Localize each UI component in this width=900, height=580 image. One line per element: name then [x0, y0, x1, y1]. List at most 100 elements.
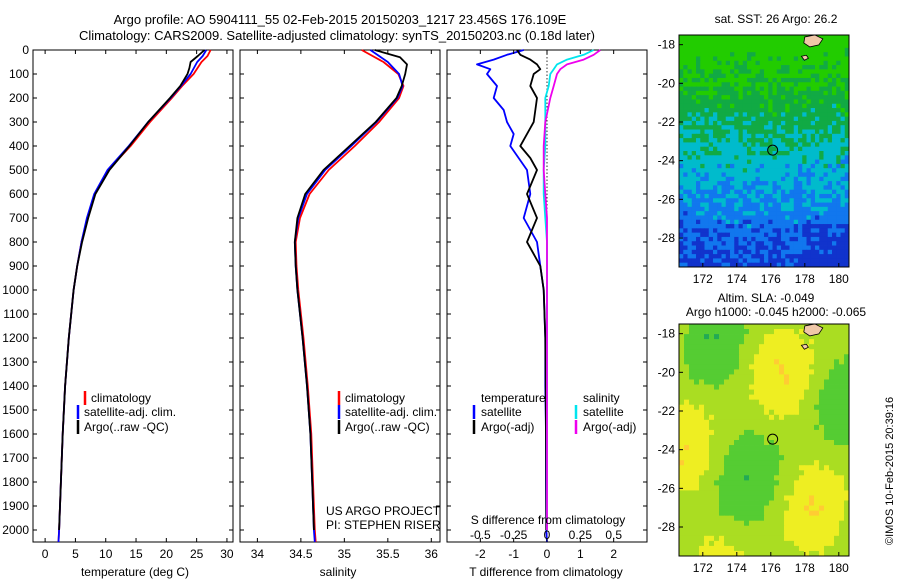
map-cell	[747, 47, 752, 53]
map-cell	[708, 90, 714, 96]
map-cell	[840, 206, 846, 212]
map-cell	[725, 103, 731, 109]
map-cell	[747, 163, 752, 169]
map-cell	[794, 414, 800, 421]
map-cell	[823, 35, 829, 40]
map-cell	[798, 47, 803, 53]
map-cell	[789, 120, 795, 126]
map-cell	[742, 249, 748, 255]
sst-map-cells	[679, 35, 850, 268]
map-cell	[759, 172, 765, 178]
map-cell	[683, 56, 688, 62]
map-cell	[789, 540, 795, 547]
map-cell	[704, 394, 710, 401]
map-cell	[694, 465, 700, 471]
map-cell	[739, 339, 745, 345]
map-cell	[784, 510, 790, 517]
map-cell	[691, 60, 697, 66]
map-cell	[824, 374, 830, 380]
map-cell	[708, 103, 714, 109]
map-cell	[684, 490, 690, 496]
map-cell	[696, 142, 701, 148]
map-cell	[804, 364, 810, 370]
map-cell	[744, 525, 750, 532]
map-cell	[784, 429, 790, 436]
map-cell	[717, 245, 722, 251]
map-cell	[806, 262, 812, 268]
temperature-plot	[57, 49, 212, 543]
map-cell	[694, 525, 700, 532]
map-cell	[738, 262, 744, 268]
map-cell	[734, 485, 740, 491]
map-cell	[785, 39, 790, 44]
map-cell	[691, 245, 697, 251]
map-cell	[779, 540, 785, 547]
map-cell	[798, 172, 803, 178]
map-cell	[785, 95, 790, 100]
sst-map-xtick-label: 178	[795, 272, 815, 286]
map-cell	[725, 95, 731, 100]
map-cell	[824, 329, 830, 335]
map-cell	[709, 419, 715, 426]
map-cell	[844, 90, 850, 96]
map-cell	[704, 142, 710, 148]
map-cell	[768, 90, 773, 96]
map-cell	[819, 505, 825, 512]
map-cell	[738, 129, 744, 135]
map-cell	[772, 181, 778, 186]
map-cell	[717, 206, 722, 212]
map-cell	[704, 129, 710, 135]
map-cell	[789, 56, 795, 62]
map-cell	[738, 65, 744, 70]
map-cell	[815, 86, 820, 92]
map-cell	[769, 460, 775, 466]
map-cell	[751, 82, 756, 87]
map-cell	[708, 206, 714, 212]
map-cell	[744, 404, 750, 411]
map-cell	[694, 460, 700, 466]
map-cell	[764, 198, 769, 203]
depth-tick-label: 1100	[3, 307, 29, 321]
map-cell	[679, 65, 684, 70]
map-cell	[836, 35, 841, 40]
map-cell	[769, 550, 775, 557]
map-cell	[759, 520, 765, 527]
map-cell	[819, 394, 825, 401]
map-cell	[789, 176, 795, 182]
map-cell	[806, 108, 812, 113]
map-cell	[696, 254, 701, 259]
map-cell	[776, 99, 782, 105]
map-cell	[713, 56, 718, 62]
map-cell	[759, 374, 765, 380]
map-cell	[806, 189, 812, 195]
sst-map-xtick-label: 176	[761, 272, 781, 286]
map-cell	[696, 108, 701, 113]
map-cell	[704, 460, 710, 466]
map-cell	[836, 120, 841, 126]
map-cell	[754, 429, 760, 436]
map-cell	[713, 116, 718, 122]
map-cell	[815, 112, 820, 118]
map-cell	[819, 490, 825, 496]
map-cell	[785, 112, 790, 118]
map-cell	[739, 490, 745, 496]
map-cell	[691, 224, 697, 229]
map-cell	[768, 224, 773, 229]
map-cell	[708, 236, 714, 242]
map-cell	[814, 460, 820, 466]
map-cell	[823, 176, 829, 182]
map-cell	[724, 520, 730, 527]
map-cell	[819, 429, 825, 436]
map-cell	[708, 146, 714, 152]
map-cell	[704, 495, 710, 501]
map-cell	[724, 334, 730, 340]
map-cell	[704, 245, 710, 251]
map-cell	[781, 86, 786, 92]
map-cell	[836, 241, 841, 246]
map-cell	[742, 65, 748, 70]
map-cell	[772, 211, 778, 216]
map-cell	[694, 475, 700, 481]
map-cell	[844, 329, 850, 335]
map-cell	[798, 56, 803, 62]
map-cell	[709, 550, 715, 557]
